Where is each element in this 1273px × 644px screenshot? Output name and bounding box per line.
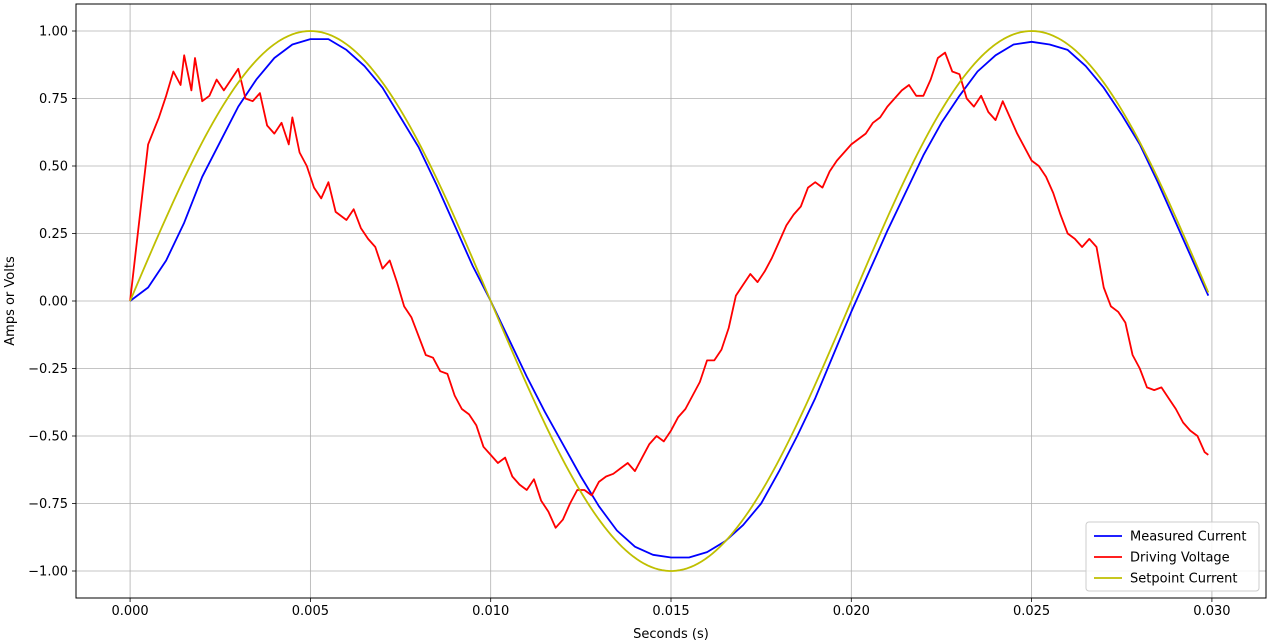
grid bbox=[76, 4, 1266, 598]
y-tick-label: 0.75 bbox=[39, 92, 68, 107]
x-tick-label: 0.000 bbox=[111, 604, 148, 619]
y-tick-label: 0.50 bbox=[39, 160, 68, 175]
y-tick-label: 0.25 bbox=[39, 227, 68, 242]
legend-label-setpoint-current: Setpoint Current bbox=[1130, 572, 1237, 587]
y-axis-label: Amps or Volts bbox=[3, 256, 18, 346]
series-line-measured-current bbox=[129, 38, 1210, 559]
x-axis: 0.000 0.005 0.010 0.015 0.020 0.025 0.030 bbox=[111, 598, 1231, 619]
x-tick-label: 0.030 bbox=[1193, 604, 1230, 619]
legend-box bbox=[1085, 521, 1260, 592]
y-tick-label: 1.00 bbox=[39, 25, 68, 40]
legend: Measured Current Driving Voltage Setpoint … bbox=[1085, 521, 1260, 592]
y-axis: −1.00 −0.75 −0.50 −0.25 0.00 0.25 0.50 0.75 1.00 bbox=[28, 25, 76, 580]
x-tick-label: 0.005 bbox=[292, 604, 329, 619]
y-tick-label: −0.50 bbox=[28, 430, 68, 445]
legend-label-driving-voltage: Driving Voltage bbox=[1130, 551, 1230, 566]
y-tick-label: −1.00 bbox=[28, 565, 68, 580]
x-tick-label: 0.010 bbox=[472, 604, 509, 619]
series-group bbox=[129, 30, 1210, 572]
x-axis-label: Seconds (s) bbox=[633, 627, 709, 642]
y-tick-label: −0.25 bbox=[28, 362, 68, 377]
x-tick-label: 0.015 bbox=[652, 604, 689, 619]
x-tick-label: 0.020 bbox=[833, 604, 870, 619]
x-tick-label: 0.025 bbox=[1013, 604, 1050, 619]
series-line-driving-voltage bbox=[129, 51, 1209, 529]
y-tick-label: −0.75 bbox=[28, 497, 68, 512]
series-line-setpoint-current bbox=[129, 30, 1210, 572]
y-tick-label: 0.00 bbox=[39, 295, 68, 310]
legend-label-measured-current: Measured Current bbox=[1130, 530, 1246, 545]
